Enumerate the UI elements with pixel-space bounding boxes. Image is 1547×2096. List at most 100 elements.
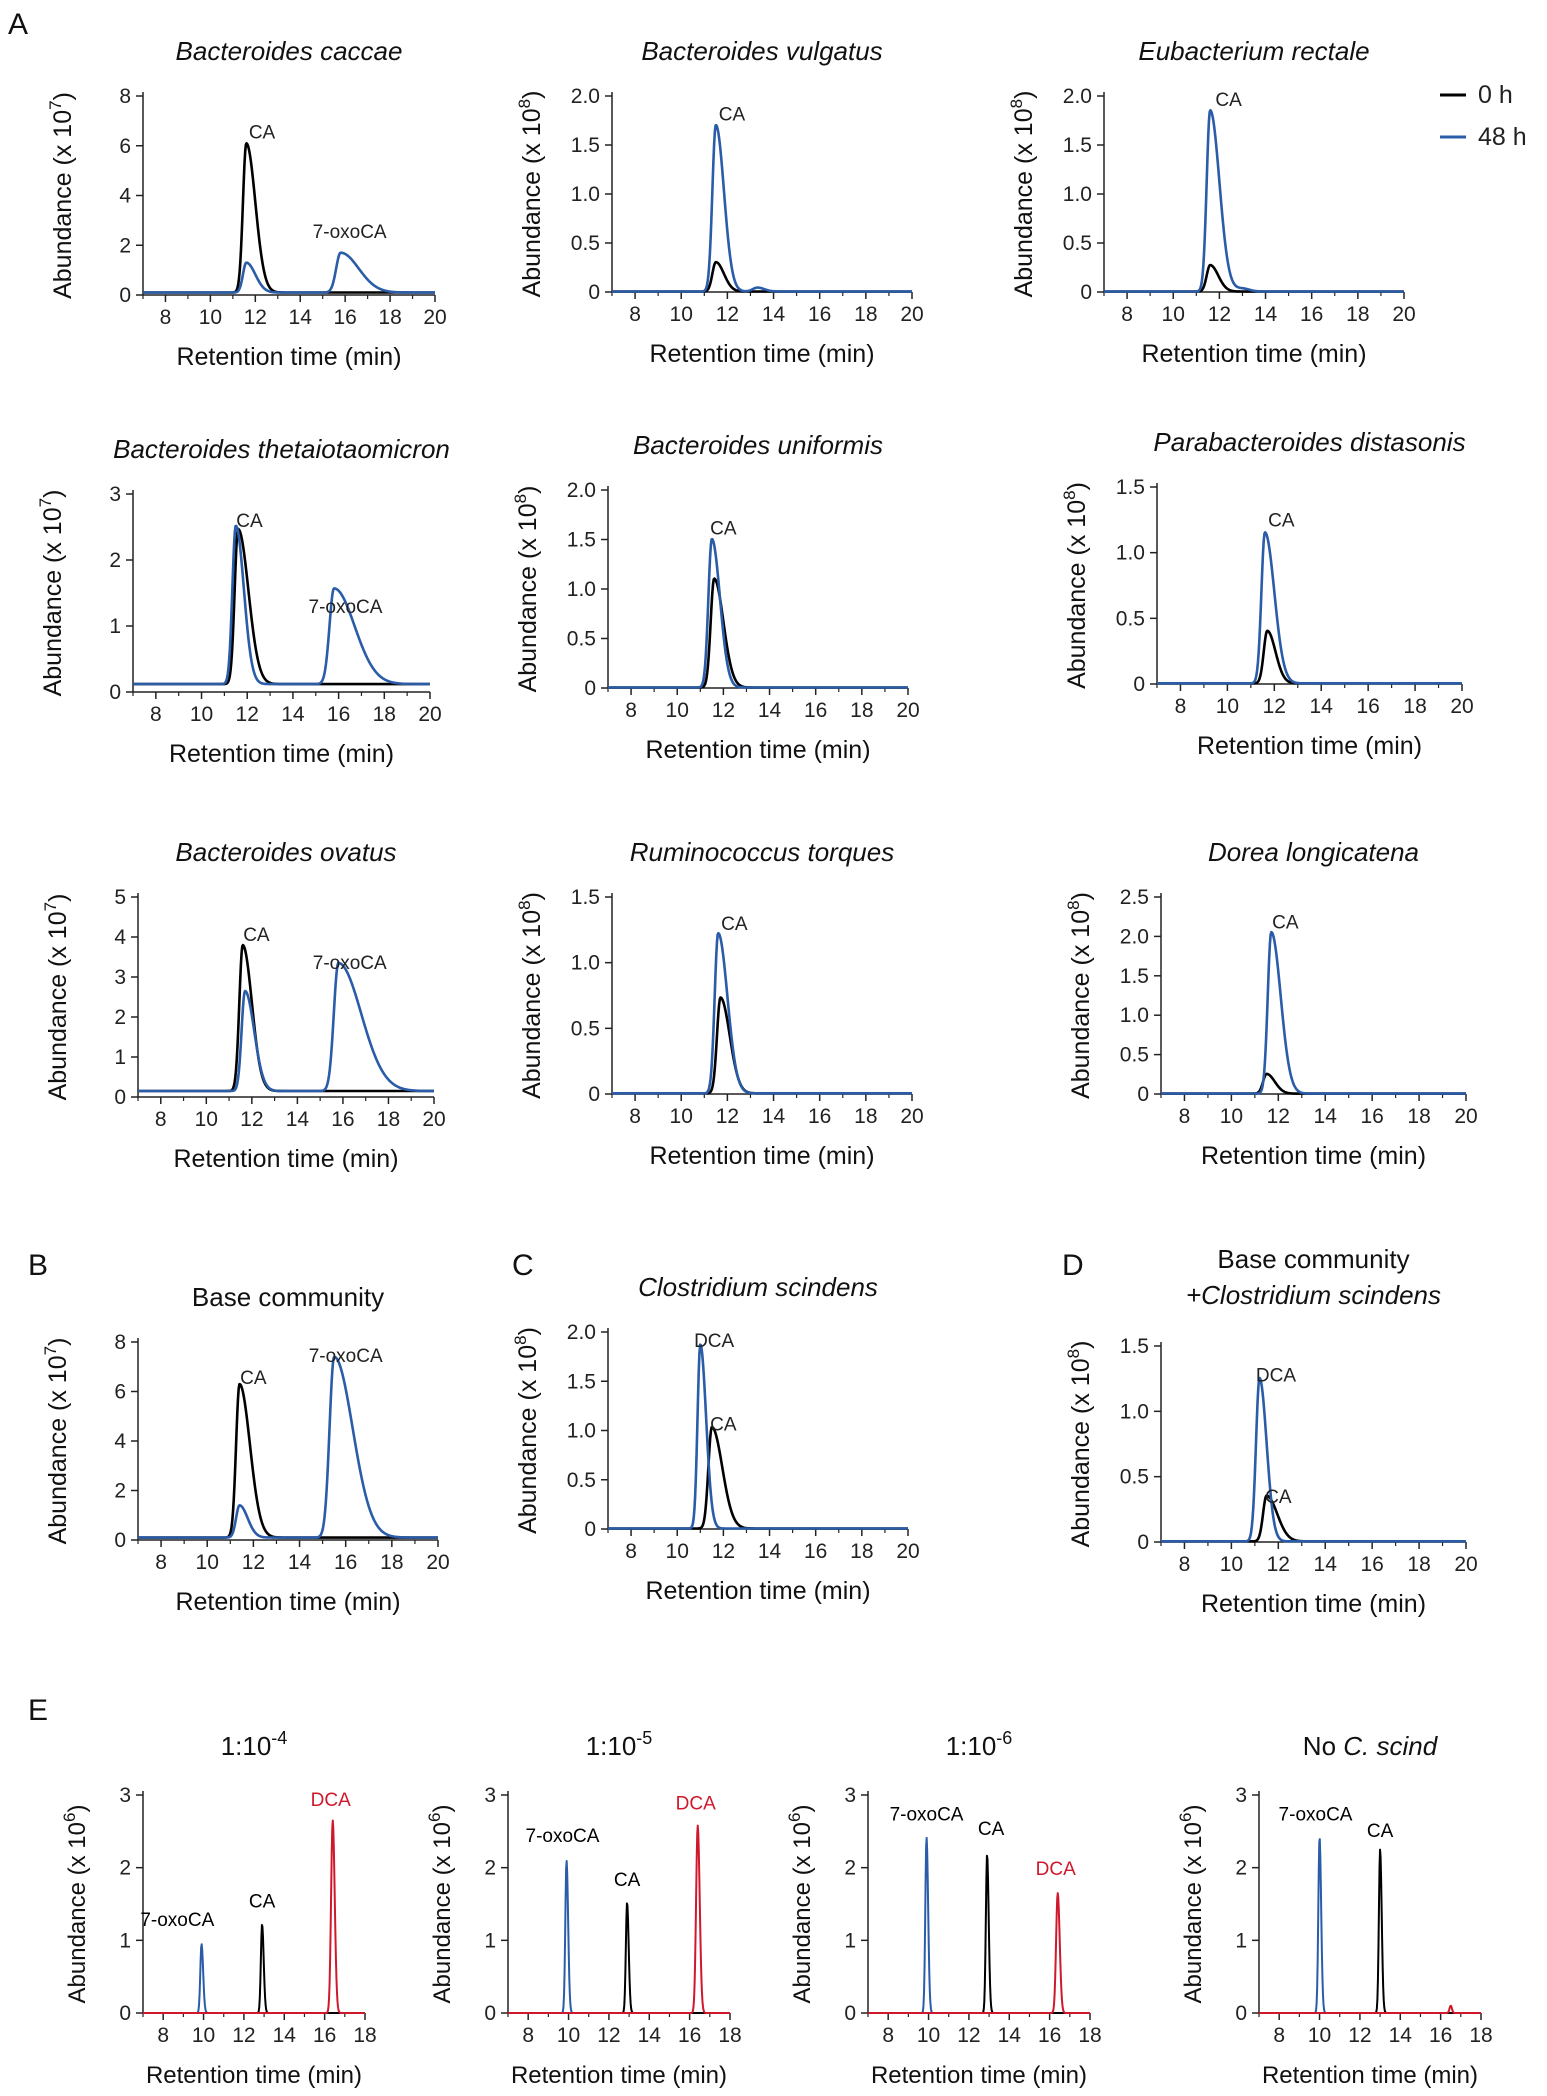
x-axis-label: Retention time (min) xyxy=(175,1588,400,1616)
legend: 0 h 48 h xyxy=(1440,81,1527,151)
y-tick-label: 3 xyxy=(109,483,121,506)
legend-label-48h: 48 h xyxy=(1478,123,1527,151)
y-axis-label: Abundance (x 108) xyxy=(1007,91,1038,298)
x-tick-label: 18 xyxy=(1346,303,1369,326)
x-tick-label: 12 xyxy=(1208,303,1231,326)
peak-label-ca: CA xyxy=(710,1415,737,1436)
peak-label-ca: CA xyxy=(249,1892,276,1913)
x-tick-label: 12 xyxy=(597,2024,620,2047)
y-tick-label: 6 xyxy=(119,135,131,158)
y-tick-label: 2.0 xyxy=(1063,85,1092,108)
x-tick-label: 16 xyxy=(804,699,827,722)
x-tick-label: 10 xyxy=(666,699,689,722)
y-tick-label: 0 xyxy=(109,681,121,704)
peak-label-7-oxoca: 7-oxoCA xyxy=(309,597,383,618)
series-line-0-h xyxy=(137,1382,439,1539)
peak-label-dca: DCA xyxy=(311,1790,351,1811)
peak-label-ca: CA xyxy=(1367,1821,1394,1842)
y-tick-label: 2.0 xyxy=(571,85,600,108)
x-tick-label: 16 xyxy=(334,1551,357,1574)
peak-label-dca: DCA xyxy=(694,1331,734,1352)
y-tick-label: 2 xyxy=(119,234,131,257)
y-tick-label: 0 xyxy=(1137,1531,1149,1554)
x-tick-label: 16 xyxy=(1356,695,1379,718)
chart-title: Dorea longicatena xyxy=(1208,837,1419,867)
series-line-0-h xyxy=(142,142,436,294)
peak-label-7-oxoca: 7-oxoCA xyxy=(526,1826,600,1847)
x-tick-label: 10 xyxy=(670,1105,693,1128)
peak-label-ca: CA xyxy=(710,519,737,540)
x-tick-label: 18 xyxy=(718,2024,741,2047)
peak-label-7-oxoca: 7-oxoCA xyxy=(313,953,387,974)
series-line-ca xyxy=(142,1923,366,2014)
y-axis-label: Abundance (x 107) xyxy=(46,92,77,299)
x-tick-label: 10 xyxy=(557,2024,580,2047)
x-tick-label: 12 xyxy=(712,1540,735,1563)
y-tick-label: 1.0 xyxy=(567,1420,596,1443)
x-tick-label: 16 xyxy=(808,303,831,326)
x-tick-label: 14 xyxy=(289,306,313,329)
series-line-7-oxoca xyxy=(142,1943,366,2014)
x-tick-label: 10 xyxy=(670,303,693,326)
chart-panel-a5: Bacteroides uniformis 0 0.5 1.0 1.5 2.0 8 10 12 1… xyxy=(511,430,920,764)
x-tick-label: 14 xyxy=(762,303,786,326)
y-tick-label: 1.0 xyxy=(567,578,596,601)
x-tick-label: 10 xyxy=(1162,303,1185,326)
chart-title: Base community xyxy=(192,1282,384,1312)
x-tick-label: 8 xyxy=(1273,2024,1285,2047)
x-tick-label: 8 xyxy=(625,699,637,722)
chart-title: 1:10-4 xyxy=(221,1728,288,1761)
x-tick-label: 18 xyxy=(1469,2024,1492,2047)
x-tick-label: 14 xyxy=(286,1108,310,1131)
x-tick-label: 10 xyxy=(1220,1105,1243,1128)
chart-title: Clostridium scindens xyxy=(638,1272,878,1302)
x-tick-label: 8 xyxy=(629,303,641,326)
series-line-dca xyxy=(1258,2004,1482,2014)
x-tick-label: 8 xyxy=(882,2024,894,2047)
x-tick-label: 14 xyxy=(998,2024,1022,2047)
x-tick-label: 16 xyxy=(333,306,356,329)
series-line-dca xyxy=(867,1892,1091,2014)
x-tick-label: 16 xyxy=(678,2024,701,2047)
y-tick-label: 0 xyxy=(1080,281,1092,304)
y-tick-label: 1 xyxy=(484,1929,496,1952)
x-tick-label: 14 xyxy=(1314,1105,1338,1128)
y-tick-label: 1.0 xyxy=(571,183,600,206)
y-axis-label: Abundance (x 106) xyxy=(785,1805,816,2004)
series-line-dca xyxy=(507,1824,731,2014)
peak-label-ca: CA xyxy=(240,1368,267,1389)
x-tick-label: 20 xyxy=(900,1105,923,1128)
x-tick-label: 14 xyxy=(758,1540,782,1563)
y-tick-label: 8 xyxy=(119,85,131,108)
x-tick-label: 20 xyxy=(426,1551,449,1574)
chart-title: Base community xyxy=(1217,1244,1409,1274)
y-tick-label: 1.5 xyxy=(1120,1335,1149,1358)
y-tick-label: 4 xyxy=(114,1430,126,1453)
x-tick-label: 14 xyxy=(1389,2024,1413,2047)
y-tick-label: 1.0 xyxy=(1116,542,1145,565)
x-tick-label: 18 xyxy=(1407,1553,1430,1576)
x-tick-label: 8 xyxy=(522,2024,534,2047)
y-tick-label: 0 xyxy=(119,284,131,307)
y-axis-label: Abundance (x 106) xyxy=(1176,1805,1207,2004)
y-tick-label: 1 xyxy=(114,1046,126,1069)
x-tick-label: 20 xyxy=(900,303,923,326)
y-tick-label: 5 xyxy=(114,886,126,909)
chart-title: Bacteroides vulgatus xyxy=(641,36,882,66)
x-tick-label: 12 xyxy=(232,2024,255,2047)
series-line-0-h xyxy=(1160,1494,1467,1543)
y-axis-label: Abundance (x 108) xyxy=(511,1327,542,1534)
peak-label-7-oxoca: 7-oxoCA xyxy=(890,1804,964,1825)
peak-label-ca: CA xyxy=(249,122,276,143)
y-tick-label: 1.5 xyxy=(571,134,600,157)
x-tick-label: 12 xyxy=(236,703,259,726)
chart-panel-c: C Clostridium scindens 0 0.5 1.0 1.5 2.0 8 10 12 1… xyxy=(511,1249,920,1605)
chart-title: Bacteroides thetaiotaomicron xyxy=(113,434,450,464)
x-tick-label: 20 xyxy=(1392,303,1415,326)
x-tick-label: 16 xyxy=(808,1105,831,1128)
y-tick-label: 2.5 xyxy=(1120,886,1149,909)
series-line-48-h xyxy=(611,931,913,1095)
y-tick-label: 2.0 xyxy=(567,479,596,502)
